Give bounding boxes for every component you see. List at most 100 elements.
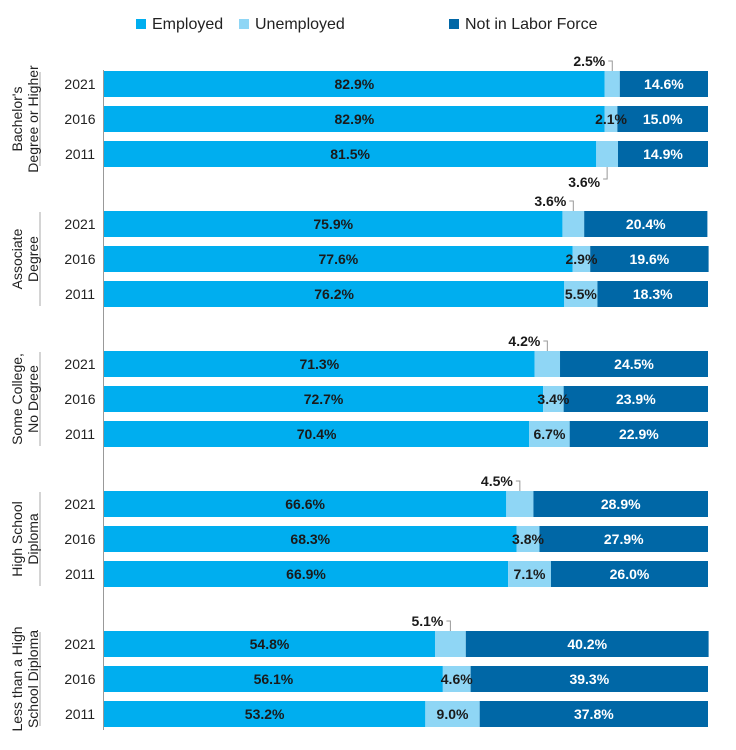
bar-segment-employed (104, 526, 517, 552)
bar-segment-not-in-labor-force (465, 631, 709, 657)
data-label: 23.9% (616, 391, 656, 407)
year-label: 2016 (64, 671, 95, 687)
data-label-callout: 3.6% (534, 193, 566, 209)
legend-label: Unemployed (255, 16, 345, 33)
bar-segment-employed (104, 491, 507, 517)
callout-line (603, 167, 608, 180)
data-label: 22.9% (619, 426, 659, 442)
data-label: 14.9% (643, 146, 683, 162)
year-label: 2016 (64, 251, 95, 267)
bar-segment-not-in-labor-force (563, 386, 708, 412)
data-label: 56.1% (254, 671, 294, 687)
group-label-line: Associate (9, 228, 25, 289)
data-label: 7.1% (514, 566, 546, 582)
callout-line (569, 200, 574, 211)
bar-segment-not-in-labor-force (479, 701, 708, 727)
bar-segment-employed (104, 106, 605, 132)
group-label-line: Bachelor's (9, 87, 25, 152)
legend-swatch-0 (136, 19, 146, 29)
bar-segment-unemployed (506, 491, 534, 517)
year-label: 2011 (65, 146, 95, 162)
year-label: 2021 (64, 496, 95, 512)
year-label: 2021 (64, 356, 95, 372)
data-label: 27.9% (604, 531, 644, 547)
data-label: 66.6% (285, 496, 325, 512)
data-label: 14.6% (644, 76, 684, 92)
bar-segment-unemployed (516, 526, 540, 552)
bar-segment-not-in-labor-force (533, 491, 708, 517)
bar-segment-unemployed (604, 71, 620, 97)
bar-segment-unemployed (529, 421, 570, 447)
year-label: 2016 (64, 391, 95, 407)
bar-segment-employed (104, 351, 535, 377)
data-label-callout: 3.6% (568, 174, 600, 190)
data-label: 2.9% (566, 251, 598, 267)
bar-segment-not-in-labor-force (560, 351, 708, 377)
group-label-line: No Degree (25, 365, 41, 433)
bar-segment-unemployed (508, 561, 551, 587)
bar-segment-unemployed (562, 211, 585, 237)
bar-segment-unemployed (564, 281, 598, 307)
data-label: 5.5% (565, 286, 597, 302)
group-label-line: Less than a High (9, 626, 25, 731)
year-label: 2021 (64, 636, 95, 652)
year-label: 2011 (65, 566, 95, 582)
bar-segment-not-in-labor-force (619, 71, 708, 97)
data-label: 9.0% (437, 706, 469, 722)
group-label-line: Some College, (9, 353, 25, 445)
bar-segment-employed (104, 281, 565, 307)
data-label: 15.0% (643, 111, 683, 127)
bar-segment-not-in-labor-force (618, 141, 708, 167)
data-label: 24.5% (614, 356, 654, 372)
bar-segment-unemployed (534, 351, 561, 377)
bar-segment-unemployed (596, 141, 619, 167)
callout-line (446, 620, 451, 631)
group-label-line: Degree or Higher (25, 65, 41, 173)
data-label-callout: 4.2% (508, 333, 540, 349)
data-label: 19.6% (630, 251, 670, 267)
data-label: 82.9% (335, 76, 375, 92)
bar-segment-unemployed (434, 631, 466, 657)
legend-label: Not in Labor Force (465, 16, 598, 33)
data-label: 37.8% (574, 706, 614, 722)
data-label-callout: 2.5% (573, 53, 605, 69)
data-label: 70.4% (297, 426, 337, 442)
year-label: 2021 (64, 76, 95, 92)
bar-segment-not-in-labor-force (597, 281, 708, 307)
data-label: 68.3% (290, 531, 330, 547)
group-label-line: Diploma (25, 513, 41, 565)
data-label: 76.2% (314, 286, 354, 302)
bar-segment-employed (104, 386, 544, 412)
data-label-callout: 5.1% (411, 613, 443, 629)
data-label: 75.9% (313, 216, 353, 232)
group-label: Some College,No Degree (9, 353, 41, 445)
data-label: 40.2% (567, 636, 607, 652)
data-label: 72.7% (304, 391, 344, 407)
group-label-line: School Diploma (25, 630, 41, 728)
bar-segment-unemployed (442, 666, 471, 692)
data-label: 71.3% (299, 356, 339, 372)
bar-segment-unemployed (425, 701, 480, 727)
data-label: 39.3% (569, 671, 609, 687)
data-label: 20.4% (626, 216, 666, 232)
bar-segment-employed (104, 421, 530, 447)
bar-segment-employed (104, 71, 605, 97)
year-label: 2016 (64, 531, 95, 547)
bar-segment-employed (104, 246, 573, 272)
bar-segment-not-in-labor-force (470, 666, 708, 692)
data-label: 82.9% (335, 111, 375, 127)
bar-segment-employed (104, 666, 443, 692)
legend-swatch-2 (449, 19, 459, 29)
data-label: 6.7% (533, 426, 565, 442)
data-label: 4.6% (441, 671, 473, 687)
bar-segment-employed (104, 561, 509, 587)
bar-segment-employed (104, 701, 426, 727)
year-label: 2011 (65, 426, 95, 442)
bar-segment-not-in-labor-force (617, 106, 708, 132)
data-label: 2.1% (595, 111, 627, 127)
year-label: 2021 (64, 216, 95, 232)
bar-segment-not-in-labor-force (569, 421, 708, 447)
year-label: 2011 (65, 706, 95, 722)
data-label: 66.9% (286, 566, 326, 582)
